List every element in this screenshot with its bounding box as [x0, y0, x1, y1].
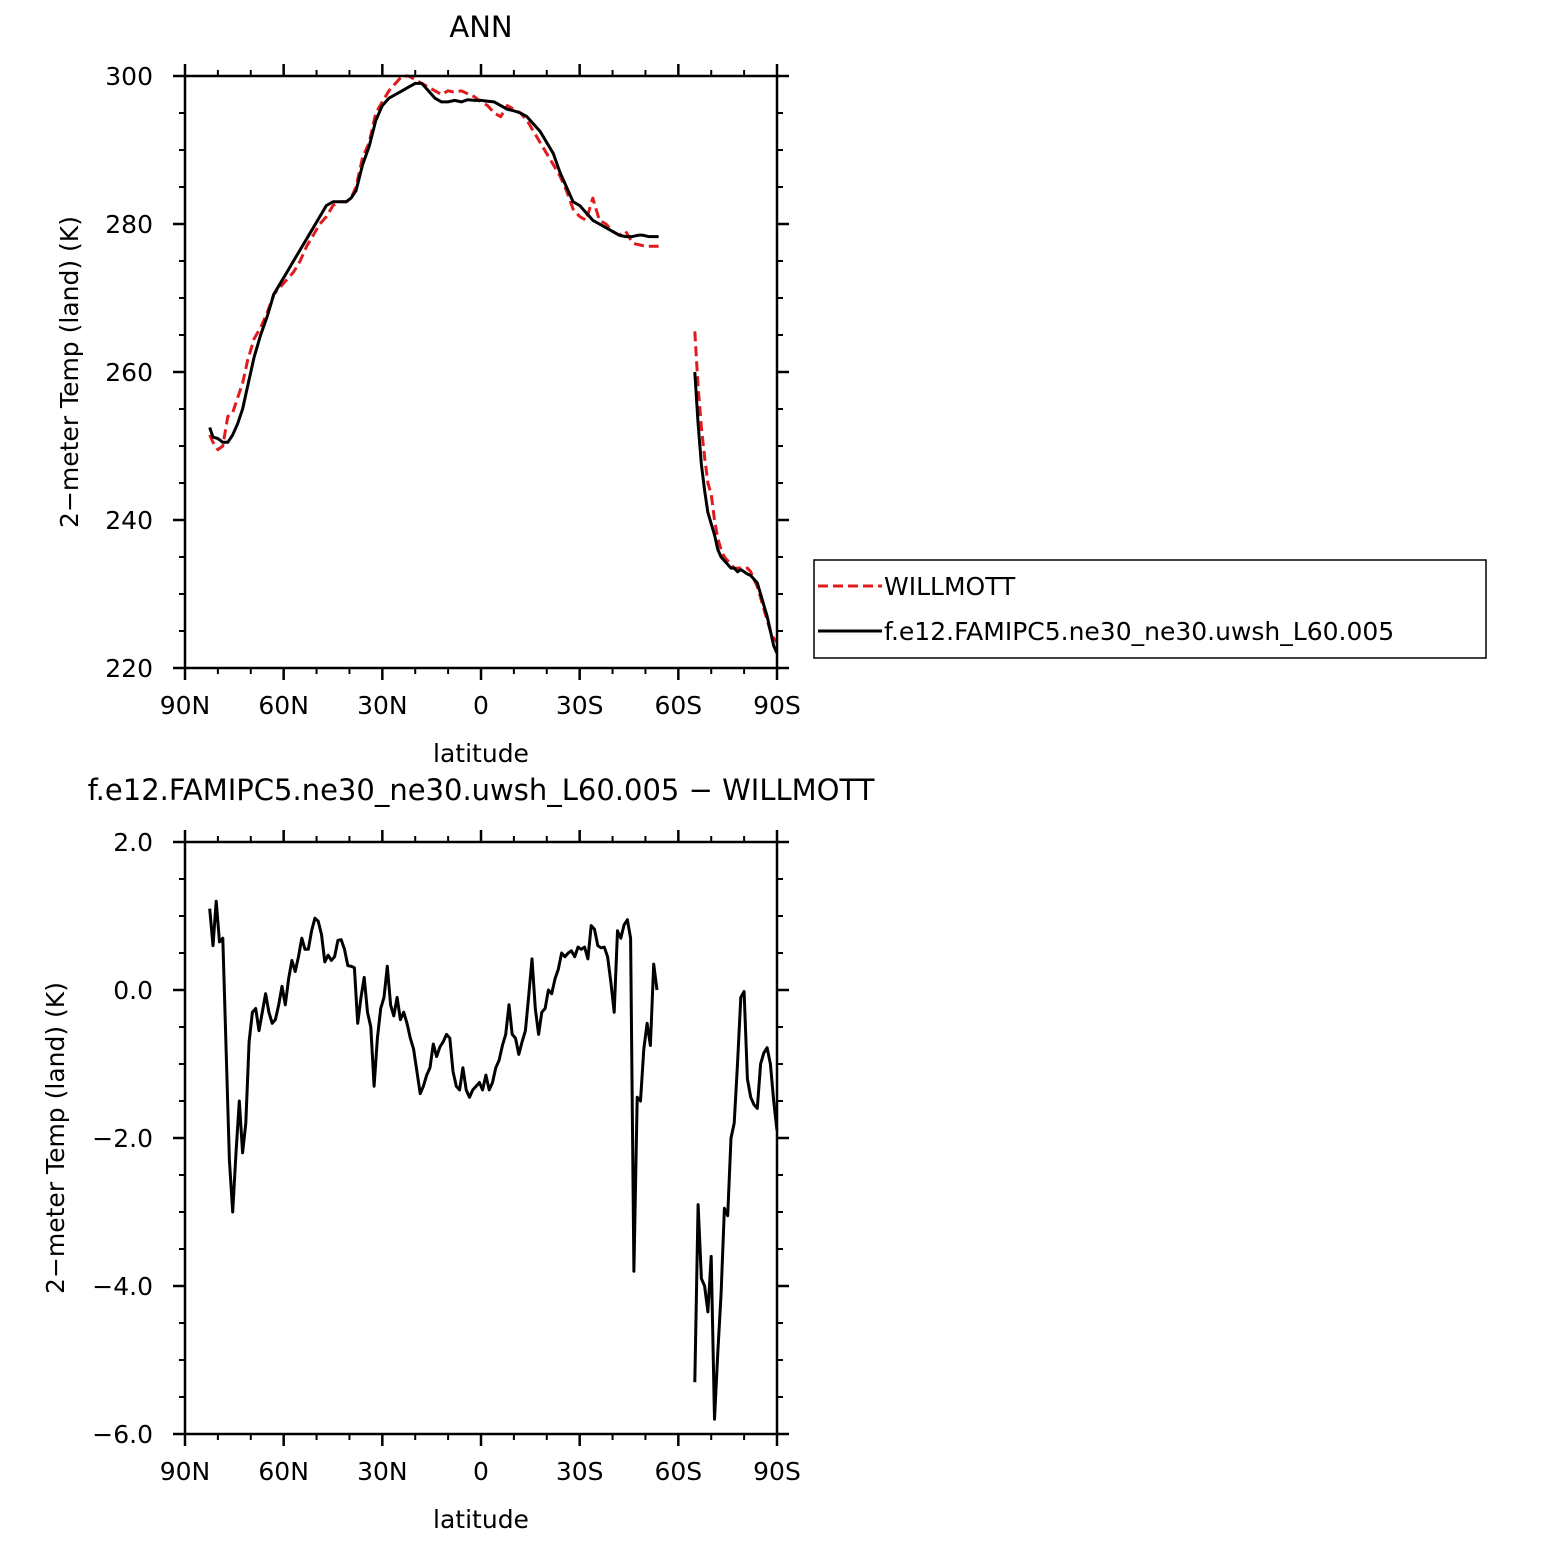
- tick-labels: 90N 60N 30N 0 30S 60S 90S 300 280 260 240 220: [105, 62, 801, 720]
- y-tick-label: 2.0: [113, 828, 153, 857]
- x-tick-label: 30S: [556, 1457, 604, 1486]
- model-line: [208, 81, 659, 444]
- y-tick-label: −4.0: [92, 1272, 153, 1301]
- plot-title: ANN: [449, 10, 512, 44]
- x-tick-label: 60S: [654, 691, 702, 720]
- y-tick-label: 240: [105, 506, 153, 535]
- top-line-plot: ANN 90N 60N 30N 0 30S 60S 90S 300 280 260 240 220 l…: [55, 10, 801, 768]
- y-tick-label: 260: [105, 358, 153, 387]
- x-tick-label: 90N: [160, 1457, 211, 1486]
- legend-box: [813, 559, 1487, 659]
- plot-frame: [183, 74, 779, 670]
- bottom-difference-plot: f.e12.FAMIPC5.ne30_ne30.uwsh_L60.005 − W…: [41, 773, 875, 1534]
- y-axis-label: 2−meter Temp (land) (K): [41, 982, 70, 1294]
- series-layer: [208, 74, 779, 654]
- y-tick-label: −2.0: [92, 1124, 153, 1153]
- tick-marks: [173, 64, 789, 680]
- legend: WILLMOTT f.e12.FAMIPC5.ne30_ne30.uwsh_L6…: [813, 559, 1487, 659]
- x-tick-label: 60S: [654, 1457, 702, 1486]
- legend-label-model: f.e12.FAMIPC5.ne30_ne30.uwsh_L60.005: [884, 617, 1394, 646]
- x-tick-label: 60N: [258, 1457, 309, 1486]
- x-tick-label: 30N: [357, 691, 408, 720]
- difference-line: [693, 990, 779, 1421]
- willmott-line: [208, 74, 659, 452]
- y-tick-label: −6.0: [92, 1420, 153, 1449]
- y-tick-label: 300: [105, 62, 153, 91]
- x-tick-label: 0: [473, 1457, 489, 1486]
- model-line: [693, 371, 779, 654]
- difference-plot-title: f.e12.FAMIPC5.ne30_ne30.uwsh_L60.005 − W…: [88, 773, 875, 807]
- legend-label-willmott: WILLMOTT: [884, 572, 1016, 601]
- x-tick-label: 60N: [258, 691, 309, 720]
- tick-marks: [173, 830, 789, 1446]
- tick-labels: 90N 60N 30N 0 30S 60S 90S 2.0 0.0 −2.0 −4.0 −6.0: [92, 828, 801, 1486]
- y-axis-label: 2−meter Temp (land) (K): [55, 216, 84, 528]
- willmott-line: [693, 331, 779, 644]
- plot-frame: [183, 840, 779, 1436]
- x-tick-label: 30N: [357, 1457, 408, 1486]
- x-axis-label: latitude: [433, 739, 529, 768]
- x-tick-label: 30S: [556, 691, 604, 720]
- series-layer: [208, 899, 779, 1421]
- x-tick-label: 90N: [160, 691, 211, 720]
- x-axis-label: latitude: [433, 1505, 529, 1534]
- y-tick-label: 0.0: [113, 976, 153, 1005]
- y-tick-label: 280: [105, 210, 153, 239]
- difference-line: [208, 899, 659, 1273]
- x-tick-label: 90S: [753, 691, 801, 720]
- y-tick-label: 220: [105, 654, 153, 683]
- x-tick-label: 0: [473, 691, 489, 720]
- x-tick-label: 90S: [753, 1457, 801, 1486]
